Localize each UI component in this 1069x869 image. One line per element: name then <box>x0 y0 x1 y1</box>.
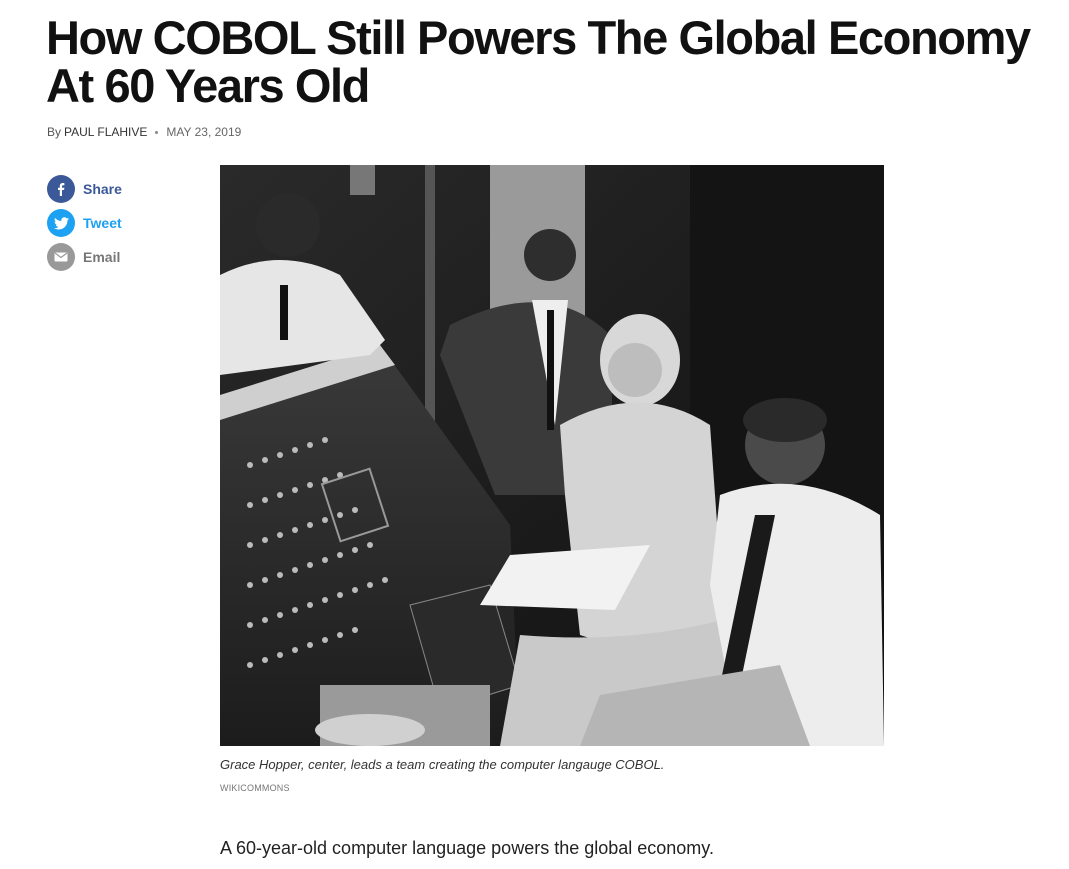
article-headline: How COBOL Still Powers The Global Econom… <box>46 11 1031 112</box>
share-twitter-label: Tweet <box>83 215 122 231</box>
facebook-icon <box>47 175 75 203</box>
photo-credit: WIKICOMMONS <box>220 783 290 793</box>
article-photo <box>220 165 884 746</box>
share-bar: Share Tweet Email <box>47 175 122 277</box>
photo-illustration <box>220 165 884 746</box>
share-email-button[interactable]: Email <box>47 243 122 271</box>
article-lede: A 60-year-old computer language powers t… <box>220 838 714 858</box>
byline-separator <box>155 130 159 134</box>
author-link[interactable]: PAUL FLAHIVE <box>64 125 148 139</box>
byline: By PAUL FLAHIVE MAY 23, 2019 <box>47 125 241 139</box>
email-icon <box>47 243 75 271</box>
twitter-icon <box>47 209 75 237</box>
share-email-label: Email <box>83 249 121 265</box>
photo-caption: Grace Hopper, center, leads a team creat… <box>220 757 665 772</box>
share-twitter-button[interactable]: Tweet <box>47 209 122 237</box>
byline-prefix: By <box>47 125 62 139</box>
publish-date: MAY 23, 2019 <box>166 125 242 139</box>
share-facebook-label: Share <box>83 181 122 197</box>
share-facebook-button[interactable]: Share <box>47 175 122 203</box>
